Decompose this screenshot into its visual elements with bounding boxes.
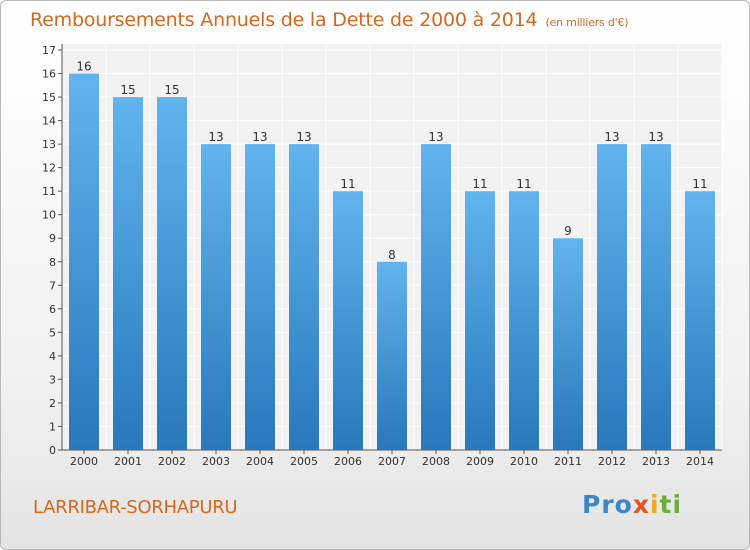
x-tick-label: 2005 xyxy=(290,455,318,468)
y-tick-label: 16 xyxy=(42,68,56,81)
bar xyxy=(113,97,143,450)
y-tick-label: 7 xyxy=(49,279,56,292)
bar-value-label: 16 xyxy=(76,60,91,74)
y-tick-label: 11 xyxy=(42,185,56,198)
y-tick-label: 3 xyxy=(49,373,56,386)
bar xyxy=(465,191,495,451)
x-tick-label: 2002 xyxy=(158,455,186,468)
bar-value-label: 9 xyxy=(564,224,572,238)
x-tick-label: 2010 xyxy=(510,455,538,468)
y-tick-label: 10 xyxy=(42,209,56,222)
y-tick-label: 0 xyxy=(49,444,56,457)
logo-part-2: x xyxy=(632,490,650,519)
bar xyxy=(509,191,539,451)
bar xyxy=(245,144,275,450)
x-tick-label: 2009 xyxy=(466,455,494,468)
y-tick-label: 4 xyxy=(49,350,56,363)
y-tick-label: 17 xyxy=(42,44,56,57)
bar xyxy=(377,261,407,450)
labels: 0123456789101112131415161716200015200115… xyxy=(42,44,714,468)
bar xyxy=(289,144,319,450)
bar-value-label: 11 xyxy=(340,177,355,191)
bar-value-label: 13 xyxy=(208,130,223,144)
bar-value-label: 13 xyxy=(252,130,267,144)
logo-part-4: ti xyxy=(659,490,683,519)
bar xyxy=(157,97,187,450)
proxiti-logo: Proxiti xyxy=(582,490,682,519)
x-tick-label: 2003 xyxy=(202,455,230,468)
y-tick-label: 2 xyxy=(49,397,56,410)
y-tick-label: 15 xyxy=(42,91,56,104)
bar-value-label: 15 xyxy=(164,83,179,97)
chart-title-text: Remboursements Annuels de la Dette de 20… xyxy=(30,9,538,31)
x-tick-label: 2008 xyxy=(422,455,450,468)
bar xyxy=(553,238,583,450)
y-tick-label: 5 xyxy=(49,326,56,339)
y-tick-label: 9 xyxy=(49,232,56,245)
x-tick-label: 2014 xyxy=(686,455,714,468)
y-tick-label: 1 xyxy=(49,420,56,433)
chart-unit: (en milliers d'€) xyxy=(545,16,629,29)
bar-value-label: 11 xyxy=(692,177,707,191)
x-tick-label: 2012 xyxy=(598,455,626,468)
logo-part-1: Pro xyxy=(582,490,633,519)
x-tick-label: 2007 xyxy=(378,455,406,468)
y-tick-label: 6 xyxy=(49,303,56,316)
bar-value-label: 13 xyxy=(296,130,311,144)
x-tick-label: 2011 xyxy=(554,455,582,468)
logo-part-3: i xyxy=(649,490,660,519)
bar xyxy=(333,191,363,451)
y-tick-label: 8 xyxy=(49,256,56,269)
y-tick-label: 14 xyxy=(42,115,56,128)
commune-name: LARRIBAR-SORHAPURU xyxy=(33,497,238,518)
bar xyxy=(201,144,231,450)
y-tick-label: 13 xyxy=(42,138,56,151)
bar xyxy=(597,144,627,450)
chart-title: Remboursements Annuels de la Dette de 20… xyxy=(30,9,629,31)
bar-value-label: 15 xyxy=(120,83,135,97)
bar-value-label: 13 xyxy=(428,130,443,144)
bar-value-label: 11 xyxy=(516,177,531,191)
x-tick-label: 2013 xyxy=(642,455,670,468)
bars xyxy=(69,73,715,451)
bar-value-label: 11 xyxy=(472,177,487,191)
bar xyxy=(641,144,671,450)
y-tick-label: 12 xyxy=(42,162,56,175)
bar-value-label: 13 xyxy=(648,130,663,144)
bar xyxy=(421,144,451,450)
x-tick-label: 2001 xyxy=(114,455,142,468)
x-tick-label: 2000 xyxy=(70,455,98,468)
bar xyxy=(69,73,99,450)
x-tick-label: 2004 xyxy=(246,455,274,468)
bar xyxy=(685,191,715,451)
x-tick-label: 2006 xyxy=(334,455,362,468)
bar-value-label: 13 xyxy=(604,130,619,144)
bar-value-label: 8 xyxy=(388,248,396,262)
